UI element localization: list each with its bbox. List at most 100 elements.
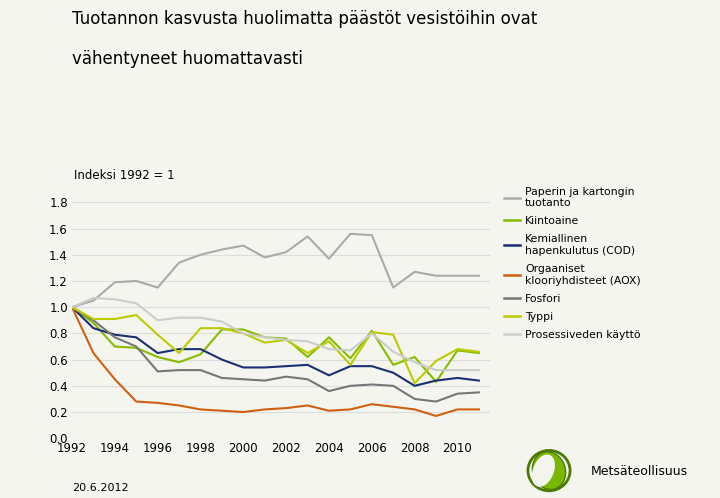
Orgaaniset
klooriyhdisteet (AOX) [110, 376, 119, 382]
Typpi [303, 350, 312, 356]
Fosfori [346, 383, 355, 389]
Fosfori [132, 344, 140, 350]
Orgaaniset
klooriyhdisteet (AOX) [303, 402, 312, 408]
Fosfori [410, 396, 419, 402]
Prosessiveden käyttö [303, 338, 312, 344]
Paperin ja kartongin
tuotanto [389, 284, 397, 290]
Legend: Paperin ja kartongin
tuotanto, Kiintoaine, Kemiallinen
hapenkulutus (COD), Orgaa: Paperin ja kartongin tuotanto, Kiintoain… [499, 182, 645, 345]
Paperin ja kartongin
tuotanto [217, 247, 226, 252]
Line: Prosessiveden käyttö: Prosessiveden käyttö [72, 298, 479, 370]
Kiintoaine [282, 336, 290, 342]
Kiintoaine [110, 344, 119, 350]
Kemiallinen
hapenkulutus (COD) [282, 363, 290, 369]
Typpi [453, 346, 462, 352]
Ellipse shape [532, 455, 555, 487]
Paperin ja kartongin
tuotanto [410, 269, 419, 275]
Line: Paperin ja kartongin
tuotanto: Paperin ja kartongin tuotanto [72, 234, 479, 307]
Paperin ja kartongin
tuotanto [110, 279, 119, 285]
Typpi [432, 358, 441, 364]
Kemiallinen
hapenkulutus (COD) [239, 365, 248, 371]
Kiintoaine [346, 355, 355, 361]
Typpi [346, 362, 355, 368]
Prosessiveden käyttö [261, 334, 269, 340]
Typpi [410, 380, 419, 386]
Typpi [474, 349, 483, 355]
Text: Tuotannon kasvusta huolimatta päästöt vesistöihin ovat: Tuotannon kasvusta huolimatta päästöt ve… [72, 10, 537, 28]
Prosessiveden käyttö [132, 300, 140, 306]
Paperin ja kartongin
tuotanto [196, 252, 204, 258]
Kemiallinen
hapenkulutus (COD) [410, 383, 419, 389]
Paperin ja kartongin
tuotanto [239, 243, 248, 249]
Text: Metsäteollisuus: Metsäteollisuus [590, 465, 688, 478]
Paperin ja kartongin
tuotanto [89, 298, 98, 304]
Orgaaniset
klooriyhdisteet (AOX) [432, 413, 441, 419]
Text: Indeksi 1992 = 1: Indeksi 1992 = 1 [74, 169, 175, 182]
Paperin ja kartongin
tuotanto [153, 284, 162, 290]
Orgaaniset
klooriyhdisteet (AOX) [474, 406, 483, 412]
Line: Orgaaniset
klooriyhdisteet (AOX): Orgaaniset klooriyhdisteet (AOX) [72, 307, 479, 416]
Line: Kiintoaine: Kiintoaine [72, 307, 479, 382]
Paperin ja kartongin
tuotanto [175, 259, 184, 265]
Prosessiveden käyttö [474, 367, 483, 373]
Fosfori [261, 377, 269, 383]
Kiintoaine [303, 354, 312, 360]
Kiintoaine [432, 379, 441, 385]
Line: Fosfori: Fosfori [72, 307, 479, 401]
Orgaaniset
klooriyhdisteet (AOX) [453, 406, 462, 412]
Typpi [217, 325, 226, 331]
Kiintoaine [325, 334, 333, 340]
Typpi [132, 312, 140, 318]
Kemiallinen
hapenkulutus (COD) [261, 365, 269, 371]
Fosfori [389, 383, 397, 389]
Typpi [68, 304, 76, 310]
Kemiallinen
hapenkulutus (COD) [132, 334, 140, 340]
Orgaaniset
klooriyhdisteet (AOX) [196, 406, 204, 412]
Typpi [196, 325, 204, 331]
Fosfori [68, 304, 76, 310]
Kiintoaine [68, 304, 76, 310]
Ellipse shape [532, 452, 566, 490]
Typpi [239, 330, 248, 336]
Orgaaniset
klooriyhdisteet (AOX) [282, 405, 290, 411]
Prosessiveden käyttö [346, 348, 355, 354]
Kiintoaine [389, 362, 397, 368]
Typpi [153, 332, 162, 338]
Prosessiveden käyttö [110, 296, 119, 302]
Prosessiveden käyttö [68, 304, 76, 310]
Kiintoaine [261, 334, 269, 340]
Kiintoaine [453, 348, 462, 354]
Text: 20.6.2012: 20.6.2012 [72, 483, 129, 493]
Fosfori [474, 389, 483, 395]
Kiintoaine [175, 359, 184, 365]
Orgaaniset
klooriyhdisteet (AOX) [261, 406, 269, 412]
Kemiallinen
hapenkulutus (COD) [325, 373, 333, 378]
Fosfori [432, 398, 441, 404]
Paperin ja kartongin
tuotanto [132, 278, 140, 284]
Orgaaniset
klooriyhdisteet (AOX) [325, 408, 333, 414]
Fosfori [217, 375, 226, 381]
Kemiallinen
hapenkulutus (COD) [196, 346, 204, 352]
Orgaaniset
klooriyhdisteet (AOX) [68, 304, 76, 310]
Paperin ja kartongin
tuotanto [282, 249, 290, 255]
Prosessiveden käyttö [239, 330, 248, 336]
Kiintoaine [474, 350, 483, 356]
Kemiallinen
hapenkulutus (COD) [367, 363, 376, 369]
Paperin ja kartongin
tuotanto [474, 273, 483, 279]
Prosessiveden käyttö [196, 315, 204, 321]
Orgaaniset
klooriyhdisteet (AOX) [410, 406, 419, 412]
Orgaaniset
klooriyhdisteet (AOX) [217, 408, 226, 414]
Orgaaniset
klooriyhdisteet (AOX) [132, 398, 140, 404]
Kiintoaine [217, 327, 226, 333]
Kemiallinen
hapenkulutus (COD) [303, 362, 312, 368]
Kemiallinen
hapenkulutus (COD) [453, 375, 462, 381]
Orgaaniset
klooriyhdisteet (AOX) [367, 401, 376, 407]
Typpi [367, 329, 376, 335]
Fosfori [153, 369, 162, 374]
Prosessiveden käyttö [89, 295, 98, 301]
Kiintoaine [239, 327, 248, 333]
Orgaaniset
klooriyhdisteet (AOX) [153, 400, 162, 406]
Kiintoaine [89, 320, 98, 326]
Fosfori [303, 376, 312, 382]
Paperin ja kartongin
tuotanto [432, 273, 441, 279]
Orgaaniset
klooriyhdisteet (AOX) [239, 409, 248, 415]
